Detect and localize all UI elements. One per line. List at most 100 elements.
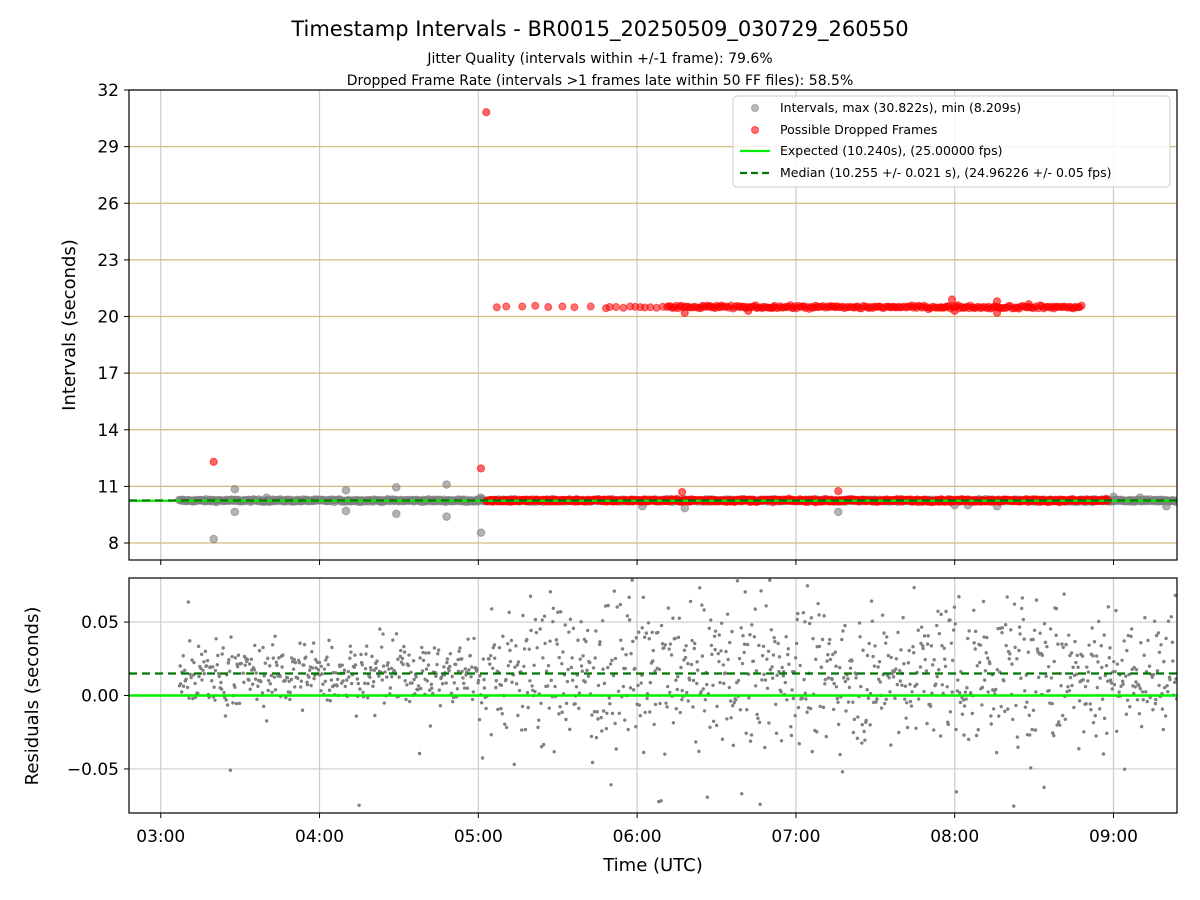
residual-point <box>335 684 339 688</box>
residual-point <box>1005 595 1009 599</box>
residual-point <box>591 666 596 670</box>
residual-point <box>691 705 695 709</box>
residual-point <box>1054 633 1058 637</box>
residual-point <box>982 635 986 639</box>
residual-point <box>934 682 938 686</box>
residual-point <box>861 648 865 652</box>
residual-point <box>717 633 721 637</box>
residual-point <box>223 714 228 718</box>
intervals-x-ticks <box>160 560 1114 565</box>
residual-point <box>178 682 183 686</box>
residual-point <box>515 663 520 667</box>
residual-point <box>887 676 891 680</box>
residual-point <box>911 645 915 649</box>
residual-point <box>534 630 539 635</box>
residual-point <box>876 677 881 682</box>
residual-point <box>535 646 539 650</box>
residual-point <box>1100 697 1105 701</box>
residual-point <box>528 679 532 683</box>
residual-point <box>1050 701 1054 706</box>
residual-point <box>875 697 879 701</box>
residual-point <box>770 665 774 669</box>
residual-point <box>653 702 658 707</box>
residual-point <box>1169 562 1172 565</box>
residual-point <box>768 578 772 582</box>
residual-point <box>1077 746 1081 751</box>
residual-point <box>752 635 757 639</box>
residual-point <box>348 656 352 660</box>
residual-point <box>994 750 999 755</box>
residual-point <box>838 752 842 757</box>
interval-point <box>230 507 240 517</box>
residual-point <box>1040 653 1045 657</box>
residual-point <box>420 669 425 673</box>
residual-point <box>557 655 561 660</box>
residual-point <box>880 613 885 617</box>
residual-point <box>956 678 960 682</box>
residual-point <box>832 681 836 686</box>
residual-point <box>407 699 412 704</box>
residual-point <box>312 676 316 681</box>
residual-point <box>233 685 237 689</box>
residual-point <box>693 641 697 646</box>
residual-point <box>803 620 807 624</box>
interval-point <box>341 506 351 516</box>
residual-point <box>937 668 941 672</box>
residual-point <box>801 611 806 615</box>
residual-point <box>760 653 765 658</box>
residual-point <box>703 697 708 702</box>
residual-point <box>479 701 484 705</box>
residual-point <box>707 626 711 631</box>
residual-point <box>912 651 916 655</box>
residual-point <box>613 656 618 661</box>
residual-point <box>648 680 653 685</box>
residual-point <box>774 702 778 707</box>
residual-point <box>516 713 520 718</box>
residual-point <box>1042 785 1046 790</box>
residual-point <box>252 668 257 672</box>
residual-point <box>817 644 822 649</box>
residual-point <box>260 556 263 559</box>
residual-point <box>266 656 270 661</box>
residual-point <box>458 646 462 650</box>
residual-point <box>566 667 570 672</box>
residual-point <box>836 722 841 727</box>
residuals-points <box>177 556 1177 808</box>
dropped-frame-point <box>518 302 527 311</box>
residual-point <box>932 658 936 662</box>
residual-point <box>1019 606 1024 611</box>
residual-point <box>598 640 602 644</box>
residual-point <box>424 667 429 671</box>
residual-point <box>488 653 493 658</box>
dropped-frame-point <box>209 457 218 466</box>
residual-point <box>828 657 833 662</box>
residual-point <box>1162 685 1167 690</box>
residual-point <box>789 733 794 738</box>
residual-point <box>239 569 242 572</box>
residual-point <box>492 643 497 647</box>
legend: Intervals, max (30.822s), min (8.209s) P… <box>732 95 1171 188</box>
residual-point <box>426 663 431 667</box>
residual-point <box>220 652 224 656</box>
residual-point <box>711 719 716 724</box>
residual-point <box>577 706 581 711</box>
residual-point <box>492 656 497 660</box>
residual-point <box>669 653 674 657</box>
residual-point <box>684 644 688 648</box>
residual-point <box>335 677 340 682</box>
residual-point <box>491 666 495 670</box>
residual-point <box>731 743 736 748</box>
residual-point <box>736 678 741 683</box>
residual-point <box>1004 643 1008 648</box>
residual-point <box>680 698 684 702</box>
residuals-x-ticks: 03:00 04:00 05:00 06:00 07:00 08:00 09:00 <box>136 813 1138 847</box>
residual-point <box>660 641 665 646</box>
residual-point <box>594 735 599 740</box>
residual-point <box>215 663 219 667</box>
residual-point <box>229 635 233 639</box>
residual-point <box>542 742 546 747</box>
residual-point <box>918 567 921 570</box>
residual-point <box>584 639 588 644</box>
intervals-y-tick-label: 14 <box>97 421 119 441</box>
residual-point <box>596 683 601 688</box>
